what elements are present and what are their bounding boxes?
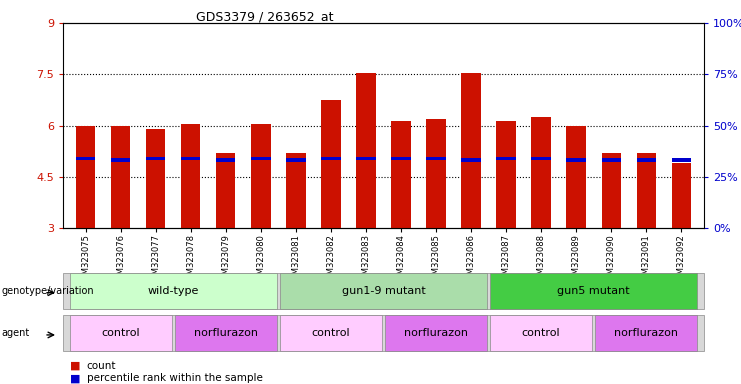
Bar	[322, 100, 341, 228]
Bar	[671, 164, 691, 228]
Bar	[76, 126, 96, 228]
Text: control: control	[102, 328, 140, 338]
Bar	[216, 153, 236, 228]
Bar	[251, 157, 270, 160]
Text: norflurazon: norflurazon	[614, 328, 678, 338]
Bar	[496, 121, 516, 228]
Bar	[426, 119, 445, 228]
Bar	[251, 124, 270, 228]
Bar	[111, 126, 130, 228]
Bar	[531, 117, 551, 228]
Bar	[426, 157, 445, 160]
Text: wild-type: wild-type	[147, 286, 199, 296]
Text: agent: agent	[1, 328, 30, 338]
Text: ■: ■	[70, 361, 81, 371]
Bar	[602, 153, 621, 228]
Text: GDS3379 / 263652_at: GDS3379 / 263652_at	[196, 10, 334, 23]
Text: norflurazon: norflurazon	[404, 328, 468, 338]
Text: count: count	[87, 361, 116, 371]
Text: percentile rank within the sample: percentile rank within the sample	[87, 373, 262, 383]
Bar	[182, 157, 201, 160]
Bar	[356, 157, 376, 160]
Bar	[216, 158, 236, 162]
Bar	[391, 121, 411, 228]
Bar	[462, 73, 481, 228]
Bar	[602, 158, 621, 162]
Bar	[637, 158, 656, 162]
Text: norflurazon: norflurazon	[194, 328, 258, 338]
Bar	[637, 153, 656, 228]
Text: ■: ■	[70, 373, 81, 383]
Text: control: control	[522, 328, 560, 338]
Bar	[322, 157, 341, 160]
Bar	[146, 129, 165, 228]
Bar	[111, 158, 130, 162]
Text: control: control	[312, 328, 350, 338]
Bar	[566, 158, 585, 162]
Bar	[566, 126, 585, 228]
Bar	[671, 158, 691, 162]
Bar	[182, 124, 201, 228]
Bar	[391, 157, 411, 160]
Bar	[76, 157, 96, 160]
Bar	[146, 157, 165, 160]
Text: gun5 mutant: gun5 mutant	[557, 286, 630, 296]
Bar	[356, 73, 376, 228]
Bar	[531, 157, 551, 160]
Text: gun1-9 mutant: gun1-9 mutant	[342, 286, 425, 296]
Bar	[286, 158, 305, 162]
Bar	[286, 153, 305, 228]
Bar	[462, 158, 481, 162]
Text: genotype/variation: genotype/variation	[1, 286, 94, 296]
Bar	[496, 157, 516, 160]
